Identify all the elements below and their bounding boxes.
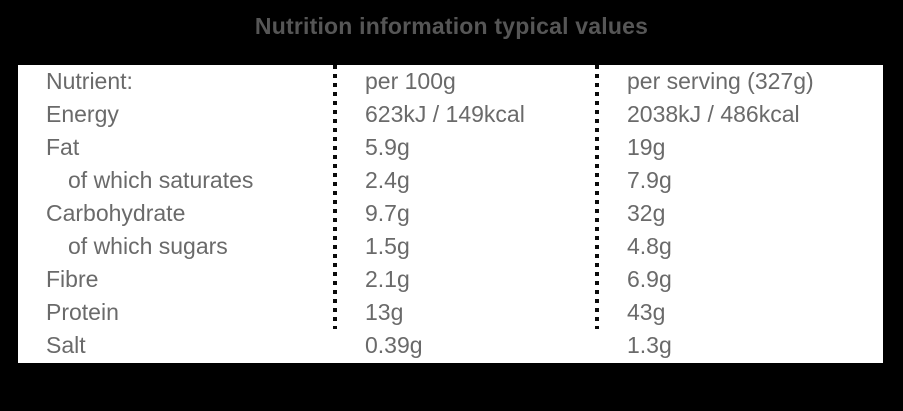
value-per-100g: 2.1g (365, 266, 410, 292)
table-row-protein: Protein 13g 43g (18, 296, 883, 329)
nutrient-name: Carbohydrate (46, 200, 186, 226)
column-divider-dotted-left (333, 65, 337, 329)
nutrient-name: Protein (46, 299, 119, 325)
column-header-per-100g: per 100g (365, 68, 456, 94)
table-header-row: Nutrient: per 100g per serving (327g) (18, 65, 883, 98)
value-per-serving: 7.9g (627, 167, 672, 193)
nutrient-name: Fibre (46, 266, 99, 292)
table-row-fat: Fat 5.9g 19g (18, 131, 883, 164)
nutrition-panel: Nutrient: per 100g per serving (327g) En… (18, 65, 883, 363)
table-row-fibre: Fibre 2.1g 6.9g (18, 263, 883, 296)
column-header-nutrient: Nutrient: (46, 68, 133, 94)
value-per-100g: 9.7g (365, 200, 410, 226)
table-row-sugars: of which sugars 1.5g 4.8g (18, 230, 883, 263)
value-per-serving: 2038kJ / 486kcal (627, 101, 800, 127)
value-per-100g: 0.39g (365, 332, 423, 358)
value-per-serving: 32g (627, 200, 666, 226)
table-row-carbohydrate: Carbohydrate 9.7g 32g (18, 197, 883, 230)
table-row-saturates: of which saturates 2.4g 7.9g (18, 164, 883, 197)
value-per-serving: 4.8g (627, 233, 672, 259)
column-header-per-serving: per serving (327g) (627, 68, 814, 94)
value-per-serving: 43g (627, 299, 666, 325)
nutrition-table: Nutrient: per 100g per serving (327g) En… (18, 65, 883, 363)
nutrient-name: Energy (46, 101, 119, 127)
value-per-100g: 5.9g (365, 134, 410, 160)
nutrient-name: of which sugars (68, 233, 228, 259)
column-divider-dotted-right (595, 65, 599, 329)
table-row-salt: Salt 0.39g 1.3g (18, 329, 883, 362)
value-per-100g: 13g (365, 299, 404, 325)
nutrient-name: Fat (46, 134, 80, 160)
value-per-100g: 623kJ / 149kcal (365, 101, 525, 127)
nutrient-name: of which saturates (68, 167, 254, 193)
value-per-serving: 6.9g (627, 266, 672, 292)
value-per-100g: 2.4g (365, 167, 410, 193)
table-row-energy: Energy 623kJ / 149kcal 2038kJ / 486kcal (18, 98, 883, 131)
page-title: Nutrition information typical values (254, 13, 649, 39)
value-per-serving: 19g (627, 134, 666, 160)
value-per-serving: 1.3g (627, 332, 672, 358)
nutrient-name: Salt (46, 332, 86, 358)
value-per-100g: 1.5g (365, 233, 410, 259)
